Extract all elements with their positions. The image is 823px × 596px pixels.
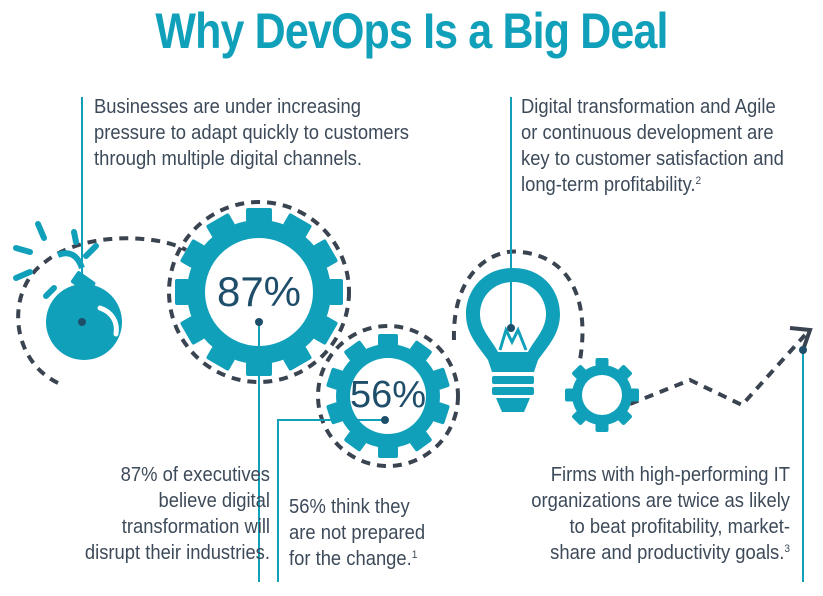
point2-line-1: Digital transformation and Agile — [521, 96, 776, 118]
stat1-line-1: 87% of executives — [120, 464, 270, 486]
stat1-text: 87% of executives believe digital transf… — [31, 462, 270, 566]
gear-tooth — [344, 431, 366, 452]
gear-tooth — [378, 334, 398, 346]
point1-line-3: through multiple digital channels. — [94, 148, 362, 170]
stat2-line-1: 56% think they — [289, 496, 410, 518]
gear-tooth — [344, 340, 366, 361]
gear-tooth — [595, 358, 609, 367]
point1-text: Businesses are under increasing pressure… — [94, 94, 409, 172]
stat1-line-2: believe digital — [158, 490, 270, 512]
stat-56-value: 56% — [349, 374, 427, 416]
stat-87-value: 87% — [216, 268, 302, 315]
gear-icon-medium — [326, 334, 450, 458]
point2-line-2: or continuous development are — [521, 122, 774, 144]
point2-text: Digital transformation and Agile or cont… — [521, 94, 784, 198]
gear-tooth — [378, 446, 398, 458]
point2-line-4: long-term profitability.2 — [521, 172, 784, 198]
stat1-line-3: transformation will — [121, 516, 270, 538]
point3-line-4-text: share and productivity goals. — [550, 542, 785, 564]
gear-tooth — [565, 388, 574, 402]
bomb-icon — [13, 221, 122, 360]
point1-line-2: pressure to adapt quickly to customers — [94, 122, 409, 144]
gear-tooth — [313, 239, 338, 268]
gear-tooth — [410, 340, 432, 361]
gear-icon-large — [175, 208, 343, 376]
gear-tooth — [206, 213, 235, 238]
page-title: Why DevOps Is a Big Deal — [155, 3, 668, 59]
point2-line-3: key to customer satisfaction and — [521, 148, 784, 170]
gear-tooth — [618, 365, 632, 379]
gear-tooth — [572, 365, 586, 379]
gear-tooth — [329, 279, 343, 305]
stat2-text: 56% think they are not prepared for the … — [289, 494, 425, 572]
gear-tooth — [313, 316, 338, 345]
gear-tooth — [246, 208, 272, 222]
point3-line-1: Firms with high-performing IT — [550, 464, 790, 486]
point3-text: Firms with high-performing IT organizati… — [496, 462, 790, 566]
gear-tooth — [630, 388, 639, 402]
point3-footnote-ref: 3 — [784, 543, 790, 555]
point3-line-2: organizations are twice as likely — [531, 490, 790, 512]
point1-line-1: Businesses are under increasing — [94, 96, 361, 118]
gear-tooth — [410, 431, 432, 452]
gear-tooth — [180, 316, 205, 345]
gear-tooth — [618, 411, 632, 425]
lightbulb-icon — [466, 268, 560, 412]
gear-tooth — [206, 346, 235, 371]
stat2-line-3: for the change.1 — [289, 546, 425, 572]
gear-tooth — [283, 346, 312, 371]
point2-line-4-text: long-term profitability. — [521, 174, 696, 196]
stat2-line-2: are not prepared — [289, 522, 426, 544]
dashed-path — [16, 200, 807, 468]
gear-tooth — [175, 279, 189, 305]
arrow-icon — [789, 326, 813, 351]
point2-footnote-ref: 2 — [695, 175, 702, 187]
point3-line-4: share and productivity goals.3 — [496, 540, 790, 566]
gear-tooth — [180, 239, 205, 268]
leader-lines — [78, 97, 807, 582]
gear-icon-small — [565, 358, 639, 432]
gear-tooth — [572, 411, 586, 425]
stat1-line-4: disrupt their industries. — [84, 542, 270, 564]
gear-tooth — [283, 213, 312, 238]
stat2-line-3-text: for the change. — [289, 548, 412, 570]
gear-tooth — [595, 423, 609, 432]
point3-line-3: to beat profitability, market- — [569, 516, 790, 538]
stat2-footnote-ref: 1 — [411, 549, 418, 561]
